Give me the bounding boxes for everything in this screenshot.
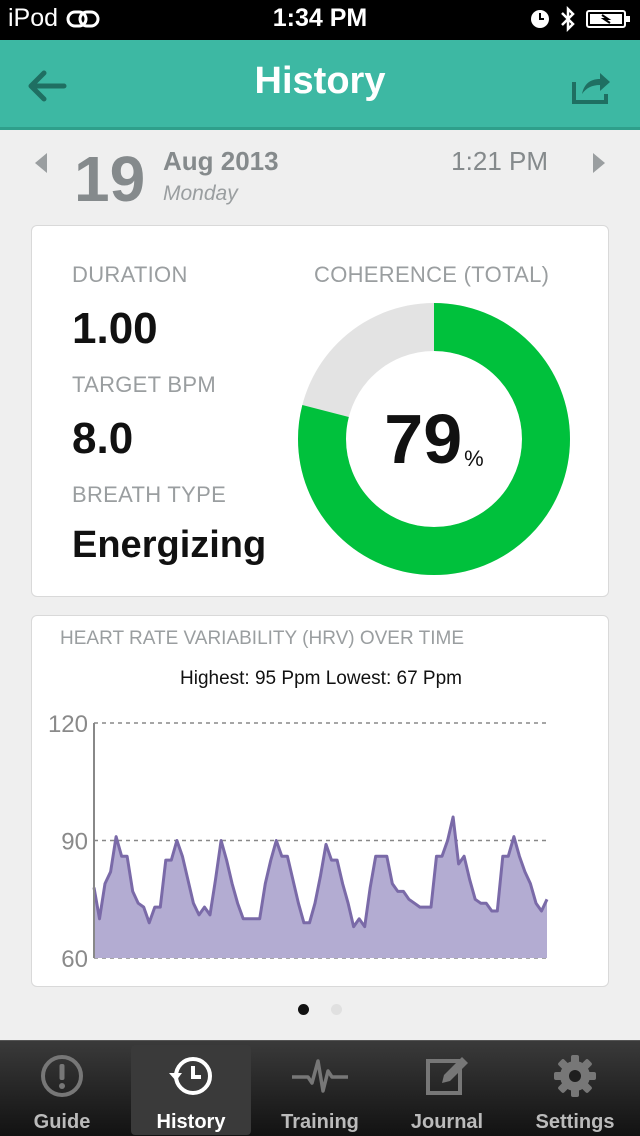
session-weekday: Monday [163, 182, 238, 205]
donut-fill [298, 303, 570, 575]
hrv-chart-card: HEART RATE VARIABILITY (HRV) OVER TIME H… [31, 615, 609, 987]
sync-icon [66, 10, 100, 27]
breath-type-value: Energizing [72, 524, 267, 566]
status-bar: iPod 1:34 PM [0, 0, 640, 40]
coherence-unit: % [464, 446, 484, 471]
page-indicator [0, 1004, 640, 1015]
y-tick-label: 120 [48, 711, 88, 738]
hrv-title: HEART RATE VARIABILITY (HRV) OVER TIME [60, 628, 465, 649]
status-carrier: iPod [8, 4, 100, 33]
tab-history[interactable]: History [131, 1045, 251, 1135]
coherence-value: 79 [384, 400, 463, 478]
previous-session-icon[interactable] [34, 152, 48, 174]
session-month-year: Aug 2013 [163, 146, 279, 176]
coherence-value-wrap: 79 % [296, 301, 572, 577]
tab-label-journal: Journal [410, 1111, 484, 1133]
coherence-label: COHERENCE (TOTAL) [314, 262, 550, 287]
duration-label: DURATION [72, 262, 188, 287]
status-time: 1:34 PM [272, 4, 368, 32]
pencil-edit-icon [426, 1057, 468, 1095]
tab-training[interactable]: Training [260, 1045, 380, 1135]
tab-settings[interactable]: Settings [515, 1045, 635, 1135]
page-dot-1[interactable] [298, 1004, 309, 1015]
coherence-donut: 79 % [296, 301, 572, 577]
tab-label-settings: Settings [535, 1111, 615, 1133]
battery-icon [586, 10, 630, 28]
back-arrow-icon[interactable] [22, 64, 72, 108]
nav-bar: History [0, 40, 640, 130]
page-dot-2[interactable] [331, 1004, 342, 1015]
tab-label-training: Training [281, 1111, 359, 1133]
session-date-row: 19 Aug 2013 Monday 1:21 PM [0, 130, 640, 225]
hrv-area [94, 817, 547, 958]
y-tick-label: 60 [61, 946, 88, 973]
bluetooth-icon [561, 6, 575, 32]
page-title: History [254, 60, 386, 102]
target-bpm-value: 8.0 [72, 414, 134, 463]
breath-type-label: BREATH TYPE [72, 482, 227, 507]
gear-icon [554, 1055, 596, 1097]
hrv-line [92, 815, 549, 929]
status-icons [530, 6, 632, 32]
clock-icon [531, 10, 549, 28]
share-icon[interactable] [568, 64, 614, 108]
tab-label-guide: Guide [33, 1111, 91, 1133]
carrier-label: iPod [8, 4, 59, 32]
tab-bar: Guide History Training Journal [0, 1040, 640, 1136]
session-day: 19 [74, 143, 146, 215]
target-bpm-label: TARGET BPM [72, 372, 216, 397]
hrv-stats: Highest: 95 Ppm Lowest: 67 Ppm [180, 668, 462, 689]
tab-label-history: History [156, 1111, 226, 1133]
heartbeat-icon [292, 1059, 348, 1093]
session-time: 1:21 PM [451, 146, 548, 176]
hrv-chart: 120 90 60 [48, 711, 549, 973]
tab-guide[interactable]: Guide [2, 1045, 122, 1135]
session-summary-card: DURATION 1.00 TARGET BPM 8.0 BREATH TYPE… [31, 225, 609, 597]
duration-value: 1.00 [72, 304, 158, 353]
history-clock-icon [169, 1057, 212, 1095]
next-session-icon[interactable] [592, 152, 606, 174]
tab-journal[interactable]: Journal [387, 1045, 507, 1135]
y-tick-label: 90 [61, 829, 88, 856]
exclamation-circle-icon [41, 1055, 83, 1097]
